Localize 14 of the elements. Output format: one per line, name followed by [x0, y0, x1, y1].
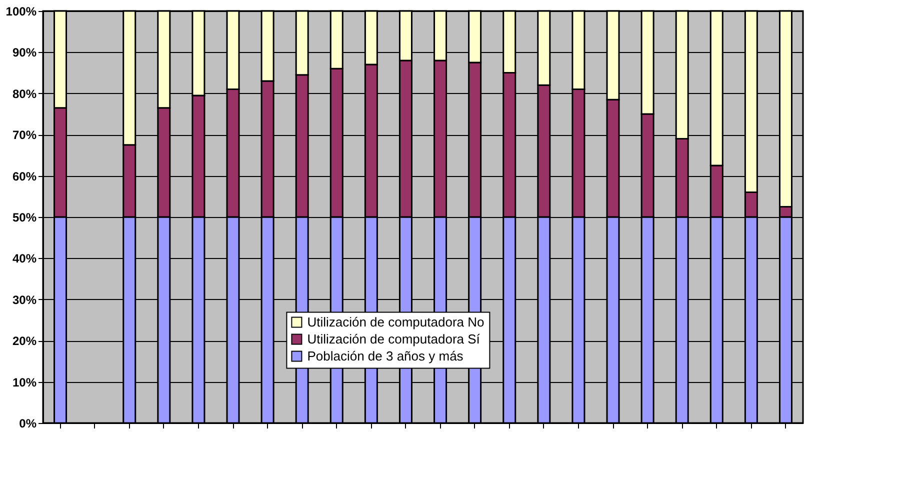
legend-label: Utilización de computadora Sí	[307, 331, 480, 346]
y-tick-label: 20%	[12, 334, 37, 348]
y-tick-label: 30%	[12, 292, 37, 307]
y-tick-label: 70%	[12, 128, 37, 142]
y-tick-label: 10%	[12, 375, 37, 390]
y-tick-label: 40%	[12, 252, 37, 266]
y-tick-label: 100%	[6, 4, 37, 18]
y-tick-label: 50%	[12, 210, 37, 224]
y-tick-label: 0%	[19, 416, 37, 430]
legend-label: Población de 3 años y más	[307, 348, 464, 364]
y-tick-label: 80%	[12, 86, 37, 101]
y-tick-label: 60%	[12, 169, 37, 184]
legend-label: Utilización de computadora No	[307, 314, 484, 330]
y-tick-label: 90%	[12, 46, 37, 60]
